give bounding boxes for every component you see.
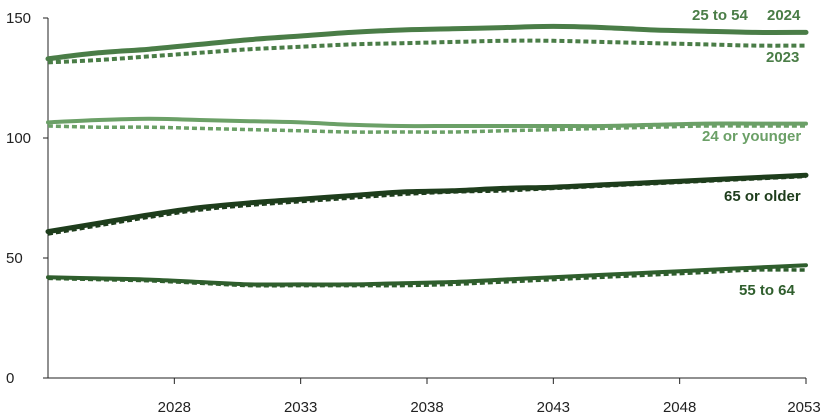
x-tick-label: 2048 bbox=[663, 399, 696, 416]
series-line-25-to-54-2024 bbox=[45, 23, 809, 62]
legend-label-2023: 2023 bbox=[766, 49, 799, 66]
y-tick-label: 150 bbox=[6, 10, 31, 27]
legend-label-2024: 2024 bbox=[767, 7, 801, 24]
y-axis-ticks: 0 50 100 150 bbox=[6, 10, 48, 387]
series-label-55-to-64: 55 to 64 bbox=[739, 282, 796, 299]
series-line-24-or-younger-2023 bbox=[47, 124, 806, 134]
x-tick-label: 2053 bbox=[787, 399, 820, 416]
series-line-55-to-64-2023 bbox=[47, 268, 807, 288]
x-tick-label: 2028 bbox=[158, 399, 191, 416]
series-line-55-to-64-2024 bbox=[46, 263, 808, 287]
series-label-25-to-54: 25 to 54 bbox=[692, 7, 749, 24]
series-line-65-or-older-2023 bbox=[47, 174, 807, 236]
y-tick-label: 0 bbox=[6, 370, 14, 387]
series-line-65-or-older-2024 bbox=[45, 172, 809, 235]
series-line-25-to-54-2023 bbox=[47, 38, 807, 65]
series-lines bbox=[45, 23, 809, 288]
x-tick-label: 2043 bbox=[537, 399, 570, 416]
series-labels: 25 to 54 2024 2023 24 or younger 65 or o… bbox=[692, 7, 801, 299]
series-label-24-or-younger: 24 or younger bbox=[702, 128, 801, 145]
y-tick-label: 50 bbox=[6, 250, 23, 267]
series-line-24-or-younger-2024 bbox=[46, 116, 808, 129]
x-axis-ticks: 2028 2033 2038 2043 2048 2053 bbox=[158, 378, 821, 416]
y-tick-label: 100 bbox=[6, 130, 31, 147]
x-tick-label: 2033 bbox=[284, 399, 317, 416]
series-label-65-or-older: 65 or older bbox=[724, 188, 801, 205]
x-tick-label: 2038 bbox=[410, 399, 443, 416]
